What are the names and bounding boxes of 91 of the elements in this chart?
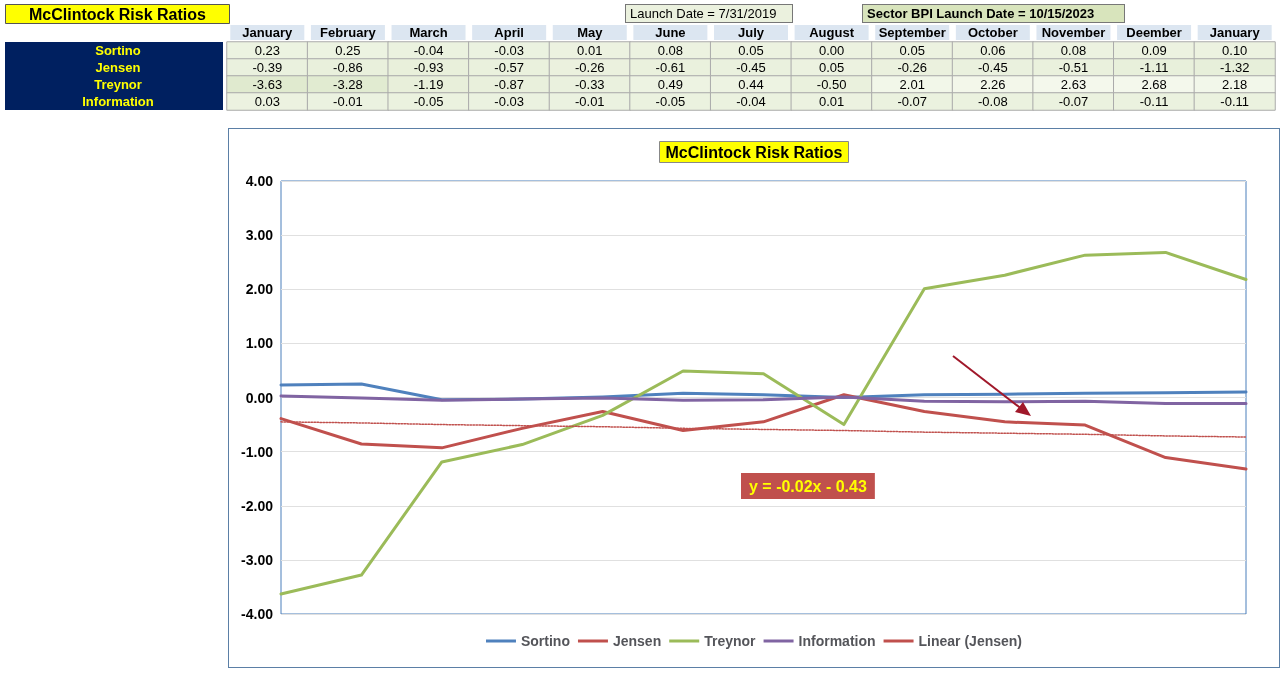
data-label: -0.04 — [736, 94, 766, 109]
data-label: -0.51 — [1058, 60, 1089, 75]
line-series — [279, 393, 1248, 471]
y-tick-label: 3.00 — [245, 227, 274, 244]
data-label: 2.18 — [1222, 77, 1248, 92]
x-tick-label: May — [577, 25, 604, 40]
legend-label: Jensen — [612, 633, 662, 649]
data-label: 0.05 — [738, 43, 764, 58]
data-label: 0.05 — [818, 60, 845, 75]
data-label: -0.07 — [1058, 94, 1089, 109]
legend-label: Treynor — [704, 633, 757, 649]
chart-title: McClintock Risk Ratios — [665, 143, 843, 161]
annotation: y = -0.02x - 0.43 — [749, 477, 867, 495]
data-label: 0.06 — [980, 43, 1006, 58]
data-label: 0.25 — [335, 43, 361, 58]
data-label: 2.68 — [1141, 77, 1167, 92]
data-label: -0.01 — [333, 94, 363, 109]
x-tick-label: September — [878, 25, 946, 40]
data-label: -1.32 — [1219, 60, 1250, 75]
y-tick-label: Jensen — [95, 60, 141, 75]
data-label: 0.10 — [1222, 43, 1248, 58]
y-tick-label: 0.00 — [245, 389, 274, 406]
data-label: 0.03 — [254, 94, 280, 109]
y-tick-label: Information — [82, 94, 154, 109]
data-label: 0.01 — [577, 43, 603, 58]
data-label: -3.63 — [252, 77, 283, 92]
data-label: 2.63 — [1060, 77, 1087, 92]
chart-title: McClintock Risk Ratios — [29, 5, 207, 23]
data-label: -0.08 — [978, 94, 1008, 109]
data-label: -0.01 — [574, 94, 605, 109]
x-tick-label: January — [242, 25, 293, 40]
data-label: -0.57 — [494, 60, 524, 75]
data-label: -3.28 — [333, 77, 363, 92]
data-label: -0.93 — [413, 60, 444, 75]
line-series — [279, 250, 1248, 596]
text: Sector BPI Launch Date = 10/15/2023 — [867, 6, 1095, 21]
x-tick-label: October — [967, 25, 1018, 40]
legend-label: Sortino — [520, 633, 570, 649]
x-tick-label: March — [409, 25, 448, 40]
data-label: -0.03 — [494, 94, 524, 109]
data-label: 0.05 — [899, 43, 925, 58]
data-label: 0.08 — [657, 43, 684, 58]
x-tick-label: August — [809, 25, 855, 40]
data-label: -0.87 — [494, 77, 524, 92]
data-label: 2.01 — [899, 77, 925, 92]
data-label: 0.09 — [1141, 43, 1167, 58]
data-label: -0.04 — [413, 43, 444, 58]
line-series — [279, 394, 1248, 405]
y-tick-label: 1.00 — [245, 335, 274, 352]
y-tick-label: 4.00 — [245, 173, 274, 189]
y-tick-label: -2.00 — [241, 497, 274, 514]
data-label: -0.33 — [574, 77, 605, 92]
x-tick-label: February — [320, 25, 377, 40]
data-label: 0.01 — [818, 94, 845, 109]
text: Launch Date = 7/31/2019 — [630, 6, 777, 21]
y-tick-label: 2.00 — [245, 281, 274, 298]
y-tick-label: Sortino — [95, 43, 141, 58]
x-tick-label: April — [494, 25, 524, 40]
data-label: -0.11 — [1139, 94, 1169, 109]
data-label: 0.23 — [254, 43, 280, 58]
y-tick-label: -3.00 — [241, 551, 274, 568]
y-tick-label: -1.00 — [241, 443, 274, 460]
data-label: 0.44 — [738, 77, 764, 92]
data-label: 2.26 — [980, 77, 1006, 92]
data-label: -1.11 — [1139, 60, 1169, 75]
y-tick-label: Treynor — [94, 77, 142, 92]
legend-label: Linear (Jensen) — [918, 633, 1023, 649]
data-label: -0.45 — [736, 60, 766, 75]
data-label: -1.19 — [413, 77, 444, 92]
data-label: -0.05 — [413, 94, 444, 109]
data-label: -0.61 — [655, 60, 686, 75]
data-label: -0.11 — [1220, 94, 1250, 109]
x-tick-label: June — [655, 25, 686, 40]
data-label: -0.03 — [494, 43, 524, 58]
x-tick-label: January — [1209, 25, 1261, 40]
x-tick-label: November — [1041, 25, 1106, 40]
data-label: 0.00 — [818, 43, 845, 58]
data-label: 0.08 — [1060, 43, 1087, 58]
y-tick-label: -4.00 — [241, 606, 274, 622]
data-label: -0.26 — [574, 60, 605, 75]
data-label: -0.86 — [333, 60, 363, 75]
data-label: 0.49 — [657, 77, 684, 92]
data-label: -0.39 — [252, 60, 283, 75]
x-tick-label: Deember — [1126, 25, 1182, 40]
data-label: -0.07 — [897, 94, 928, 109]
data-label: -0.05 — [655, 94, 686, 109]
data-label: -0.45 — [978, 60, 1008, 75]
data-label: -0.50 — [816, 77, 847, 92]
legend-label: Information — [798, 633, 876, 649]
data-label: -0.26 — [897, 60, 928, 75]
x-tick-label: July — [737, 25, 765, 40]
